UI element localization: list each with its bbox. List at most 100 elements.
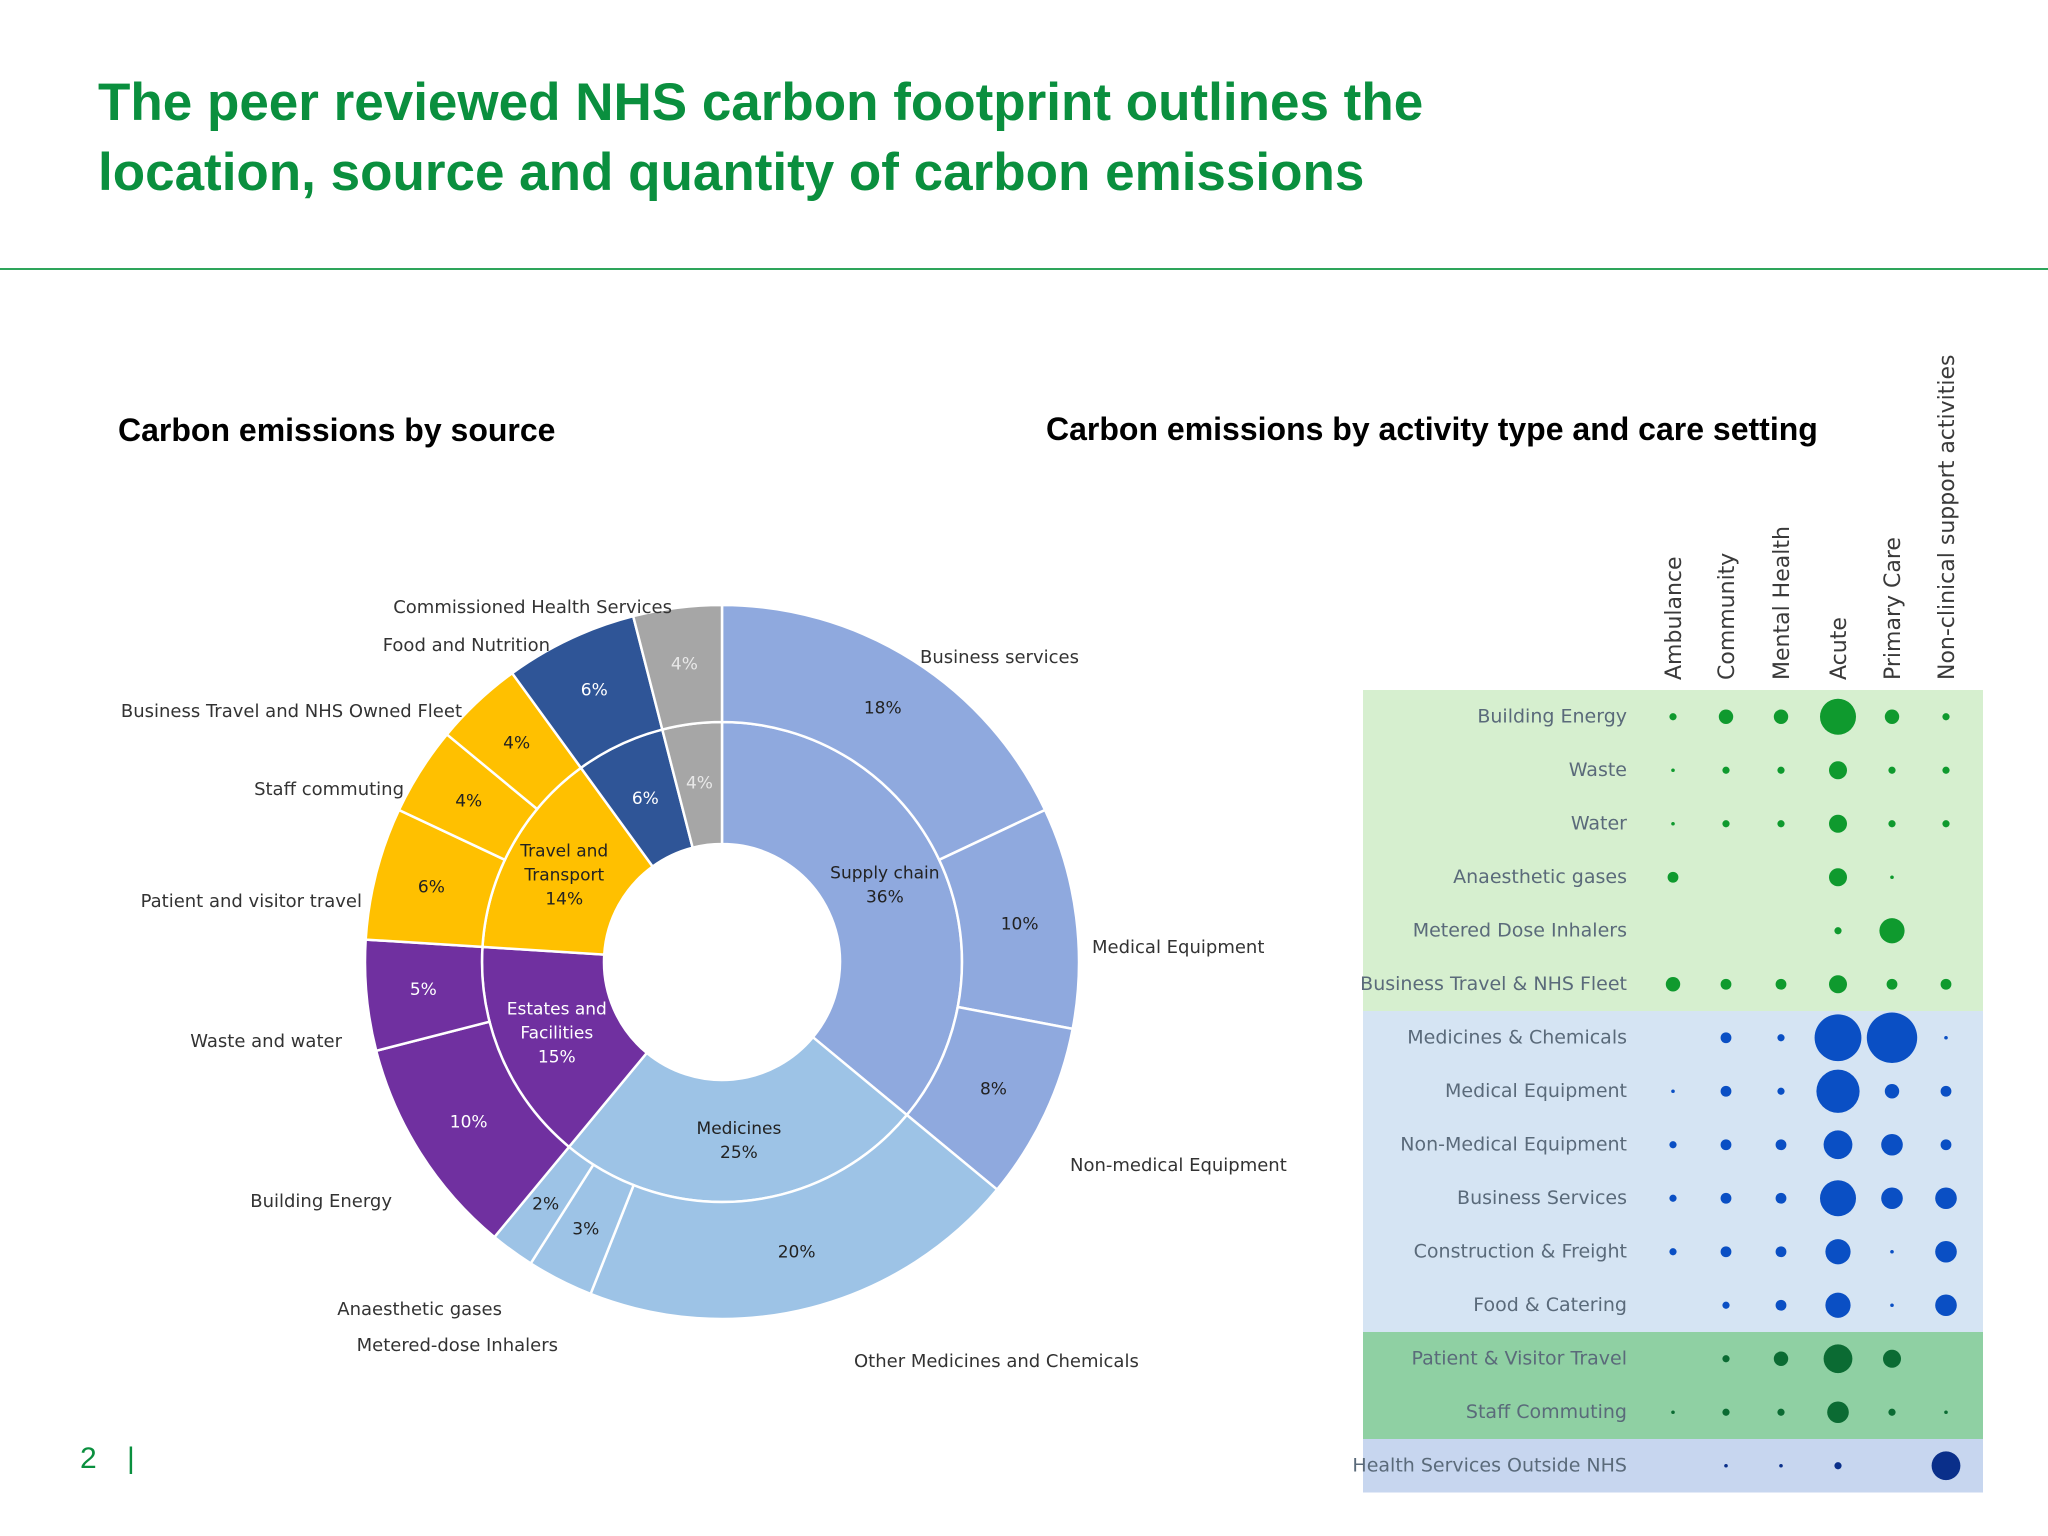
outer-category-label-waste-and-water: Waste and water <box>190 1031 342 1052</box>
row-label-food-catering: Food & Catering <box>1473 1294 1627 1316</box>
inner-label-travel-and-transport: Transport <box>523 865 604 885</box>
column-header-community: Community <box>1715 553 1740 680</box>
bubble-patient-visitor-travel-mental-health <box>1773 1351 1789 1366</box>
bubble-patient-visitor-travel-primary-care <box>1883 1349 1901 1368</box>
bubble-water-mental-health <box>1777 820 1785 828</box>
row-label-building-energy: Building Energy <box>1477 705 1627 727</box>
bubble-health-services-outside-nhs-mental-health <box>1779 1463 1783 1468</box>
row-label-business-travel-nhs-fleet: Business Travel & NHS Fleet <box>1360 973 1627 995</box>
bubble-metered-dose-inhalers-primary-care <box>1879 918 1905 944</box>
band-green_dark <box>1363 1332 1983 1439</box>
column-header-primary-care: Primary Care <box>1881 537 1906 680</box>
inner-value-supply-chain: 36% <box>866 887 904 907</box>
row-label-non-medical-equipment: Non-Medical Equipment <box>1400 1133 1627 1155</box>
outer-value-building-energy: 10% <box>450 1113 488 1133</box>
bubble-building-energy-community <box>1718 709 1734 724</box>
bubble-waste-primary-care <box>1888 766 1896 774</box>
outer-value-patient-and-visitor-travel: 6% <box>418 877 445 897</box>
bubble-business-travel-nhs-fleet-primary-care <box>1886 978 1898 990</box>
bubble-construction-freight-primary-care <box>1890 1249 1894 1254</box>
outer-category-label-anaesthetic-gases: Anaesthetic gases <box>337 1299 502 1320</box>
bubble-construction-freight-community <box>1720 1246 1732 1258</box>
bubble-business-travel-nhs-fleet-community <box>1720 978 1732 990</box>
outer-category-label-non-medical-equipment: Non-medical Equipment <box>1070 1155 1287 1176</box>
page-number: 2 <box>80 1442 97 1475</box>
band-blue_mid <box>1363 1439 1983 1493</box>
inner-value-estates-and-facilities: 15% <box>538 1047 576 1067</box>
bubble-building-energy-mental-health <box>1773 709 1789 724</box>
bubble-building-energy-ambulance <box>1669 713 1677 721</box>
outer-value-medical-equipment: 10% <box>1001 914 1039 934</box>
outer-category-label-food-and-nutrition: Food and Nutrition <box>383 635 550 656</box>
bubble-medicines-chemicals-non-clinical-support-activities <box>1944 1035 1948 1040</box>
page-separator: | <box>127 1442 135 1475</box>
bubble-water-community <box>1722 820 1730 828</box>
bubble-food-catering-non-clinical-support-activities <box>1935 1294 1957 1317</box>
bubble-waste-acute <box>1829 761 1847 780</box>
outer-value-anaesthetic-gases: 2% <box>532 1195 559 1215</box>
bubble-food-catering-acute <box>1825 1292 1851 1318</box>
bubble-non-medical-equipment-acute <box>1823 1130 1853 1160</box>
bubble-health-services-outside-nhs-community <box>1724 1463 1728 1468</box>
bubble-business-travel-nhs-fleet-acute <box>1829 975 1847 994</box>
inner-label-supply-chain: Supply chain <box>830 863 939 883</box>
row-label-patient-visitor-travel: Patient & Visitor Travel <box>1412 1347 1628 1369</box>
bubble-building-energy-non-clinical-support-activities <box>1942 713 1950 721</box>
bubble-water-primary-care <box>1888 820 1896 828</box>
outer-category-label-metered-dose-inhalers: Metered-dose Inhalers <box>357 1335 558 1356</box>
outer-category-label-other-medicines-and-chemicals: Other Medicines and Chemicals <box>854 1351 1139 1372</box>
bubble-metered-dose-inhalers-acute <box>1834 927 1842 935</box>
column-header-non-clinical-support-activities: Non-clinical support activities <box>1935 355 1960 681</box>
inner-value-medicines: 25% <box>720 1143 758 1163</box>
bubble-business-services-ambulance <box>1669 1194 1677 1202</box>
outer-slice-commissioned-health-services <box>631 603 724 732</box>
bubble-waste-non-clinical-support-activities <box>1942 766 1950 774</box>
outer-category-label-business-services: Business services <box>920 647 1079 668</box>
row-label-medical-equipment: Medical Equipment <box>1445 1080 1627 1102</box>
outer-value-metered-dose-inhalers: 3% <box>572 1219 599 1239</box>
bubble-staff-commuting-primary-care <box>1888 1408 1896 1416</box>
bubble-anaesthetic-gases-primary-care <box>1890 875 1894 880</box>
bubble-medicines-chemicals-acute <box>1814 1014 1862 1062</box>
bubble-medicines-chemicals-community <box>1720 1032 1732 1044</box>
bubble-construction-freight-acute <box>1825 1239 1851 1265</box>
outer-category-label-medical-equipment: Medical Equipment <box>1092 937 1264 958</box>
inner-label-estates-and-facilities: Facilities <box>520 1023 593 1043</box>
outer-value-business-travel-and-nhs-owned-fleet: 4% <box>503 733 530 753</box>
bubble-medicines-chemicals-mental-health <box>1777 1034 1785 1042</box>
title-line-1: The peer reviewed NHS carbon footprint o… <box>98 73 1424 132</box>
bubble-food-catering-primary-care <box>1890 1303 1894 1308</box>
outer-value-other-medicines-and-chemicals: 20% <box>778 1243 816 1263</box>
bubble-medical-equipment-mental-health <box>1777 1087 1785 1095</box>
bubble-non-medical-equipment-mental-health <box>1775 1139 1787 1151</box>
outer-category-label-business-travel-and-nhs-owned-fleet: Business Travel and NHS Owned Fleet <box>121 701 462 722</box>
row-label-business-services: Business Services <box>1457 1187 1627 1209</box>
bubble-anaesthetic-gases-acute <box>1829 868 1847 887</box>
outer-category-label-staff-commuting: Staff commuting <box>254 779 404 800</box>
band-green_light <box>1363 690 1983 1011</box>
page-footer: 2 | <box>80 1442 135 1476</box>
bubble-business-travel-nhs-fleet-non-clinical-support-activities <box>1940 978 1952 990</box>
bubble-staff-commuting-mental-health <box>1777 1408 1785 1416</box>
row-label-construction-freight: Construction & Freight <box>1414 1240 1627 1262</box>
bubble-health-services-outside-nhs-acute <box>1834 1462 1842 1470</box>
bubble-health-services-outside-nhs-non-clinical-support-activities <box>1931 1451 1961 1481</box>
bubble-matrix-heading: Carbon emissions by activity type and ca… <box>1046 411 1818 447</box>
inner-value-segment: 6% <box>632 789 659 809</box>
bubble-business-services-acute <box>1820 1180 1856 1217</box>
row-label-anaesthetic-gases: Anaesthetic gases <box>1453 866 1627 888</box>
outer-value-business-services: 18% <box>864 699 902 719</box>
bubble-water-non-clinical-support-activities <box>1942 820 1950 828</box>
outer-slice-other-medicines-and-chemicals <box>588 1113 999 1321</box>
bubble-staff-commuting-acute <box>1827 1401 1849 1424</box>
bubble-medical-equipment-primary-care <box>1884 1084 1900 1099</box>
bubble-business-services-community <box>1720 1192 1732 1204</box>
title-divider <box>0 268 2048 270</box>
bubble-waste-mental-health <box>1777 766 1785 774</box>
bubble-water-ambulance <box>1671 821 1675 826</box>
bubble-staff-commuting-community <box>1722 1408 1730 1416</box>
bubble-medical-equipment-acute <box>1816 1069 1860 1113</box>
outer-category-label-patient-and-visitor-travel: Patient and visitor travel <box>141 891 362 912</box>
inner-label-estates-and-facilities: Estates and <box>507 999 607 1019</box>
